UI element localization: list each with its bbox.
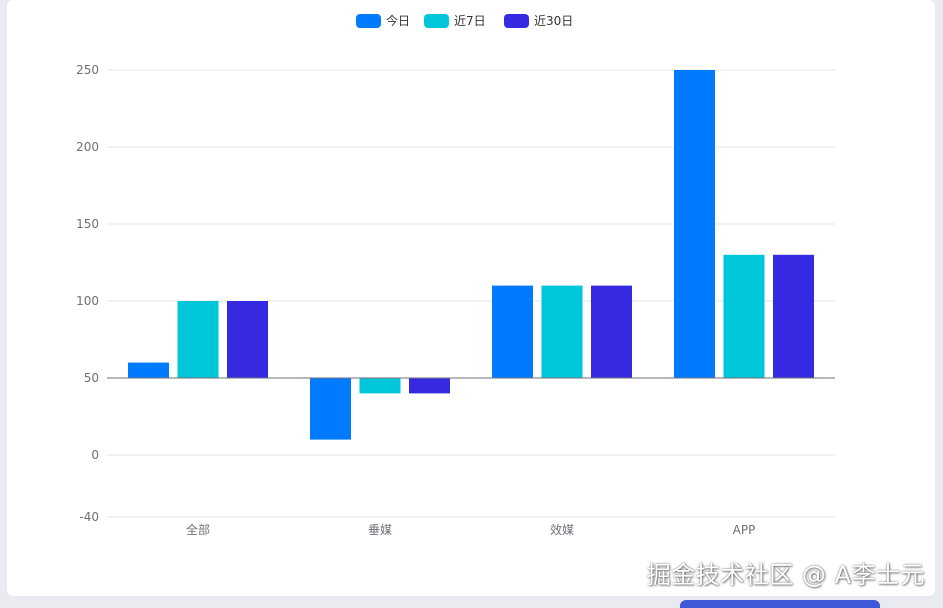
legend-label: 近7日 [454, 14, 486, 28]
legend[interactable]: 今日 近7日 近30日 [356, 13, 573, 28]
y-tick-label: -40 [79, 510, 99, 524]
x-tick-label: APP [733, 523, 756, 537]
bars [128, 70, 814, 440]
y-tick-label: 0 [91, 448, 99, 462]
x-tick-label: 效媒 [550, 522, 574, 537]
y-tick-label: 200 [76, 140, 99, 154]
bar [360, 378, 401, 393]
bar [178, 301, 219, 378]
bar [310, 378, 351, 440]
bar [128, 363, 169, 378]
y-tick-label: 250 [76, 63, 99, 77]
bar [492, 286, 533, 378]
legend-label: 今日 [386, 13, 410, 28]
legend-swatch [356, 14, 381, 28]
bar [409, 378, 450, 393]
x-tick-label: 全部 [186, 522, 210, 537]
y-tick-label: 100 [76, 294, 99, 308]
bar [724, 255, 765, 378]
y-tick-label: 150 [76, 217, 99, 231]
x-axis-ticks: 全部 垂媒 效媒 APP [186, 522, 755, 537]
x-tick-label: 垂媒 [368, 523, 392, 537]
legend-item[interactable]: 今日 [356, 13, 410, 28]
legend-swatch [504, 14, 529, 28]
bar [591, 286, 632, 378]
legend-swatch [424, 14, 449, 28]
bar [773, 255, 814, 378]
bar [227, 301, 268, 378]
legend-item[interactable]: 近30日 [504, 14, 573, 28]
watermark-text: 掘金技术社区 @ A李士元 [647, 555, 925, 590]
bar [542, 286, 583, 378]
legend-label: 近30日 [534, 14, 573, 28]
y-axis-ticks: -40 0 50 100 150 200 250 [76, 63, 99, 524]
bar [674, 70, 715, 378]
legend-item[interactable]: 近7日 [424, 14, 486, 28]
y-tick-label: 50 [84, 371, 99, 385]
